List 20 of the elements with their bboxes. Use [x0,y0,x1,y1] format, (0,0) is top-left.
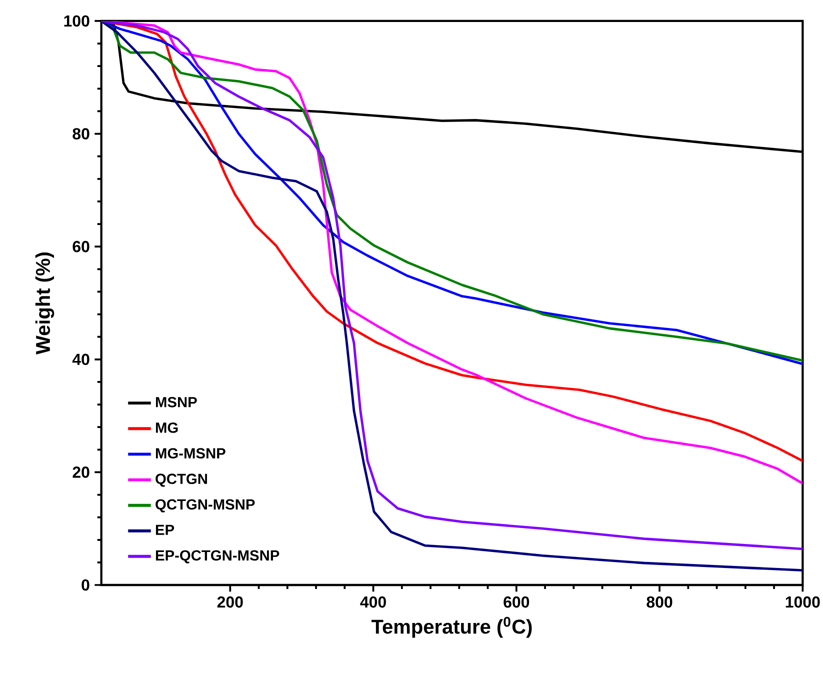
x-tick-label: 600 [504,596,530,608]
x-tick-label: 800 [646,596,672,608]
y-tick-label: 40 [72,354,90,366]
y-tick-label: 80 [72,128,90,140]
legend-label: QCTGN-MSNP [156,499,255,512]
x-tick-label: 400 [360,596,386,608]
legend-label: EP-QCTGN-MSNP [156,550,280,564]
legend-label: EP [156,524,174,535]
legend-label: MG-MSNP [156,448,226,458]
x-tick-label: 200 [217,596,243,608]
legend-label: MG [156,422,178,433]
legend-label: QCTGN [156,474,207,487]
y-tick-label: 100 [64,15,90,27]
y-tick-label: 0 [82,579,90,591]
y-tick-label: 60 [72,240,90,252]
y-axis-title: Weight (%) [35,252,54,354]
legend-label: MSNP [156,396,197,408]
y-tick-label: 20 [72,466,90,478]
x-tick-label: 1000 [786,596,820,608]
x-axis-title: Temperature ($^{0}$C) [372,616,532,638]
